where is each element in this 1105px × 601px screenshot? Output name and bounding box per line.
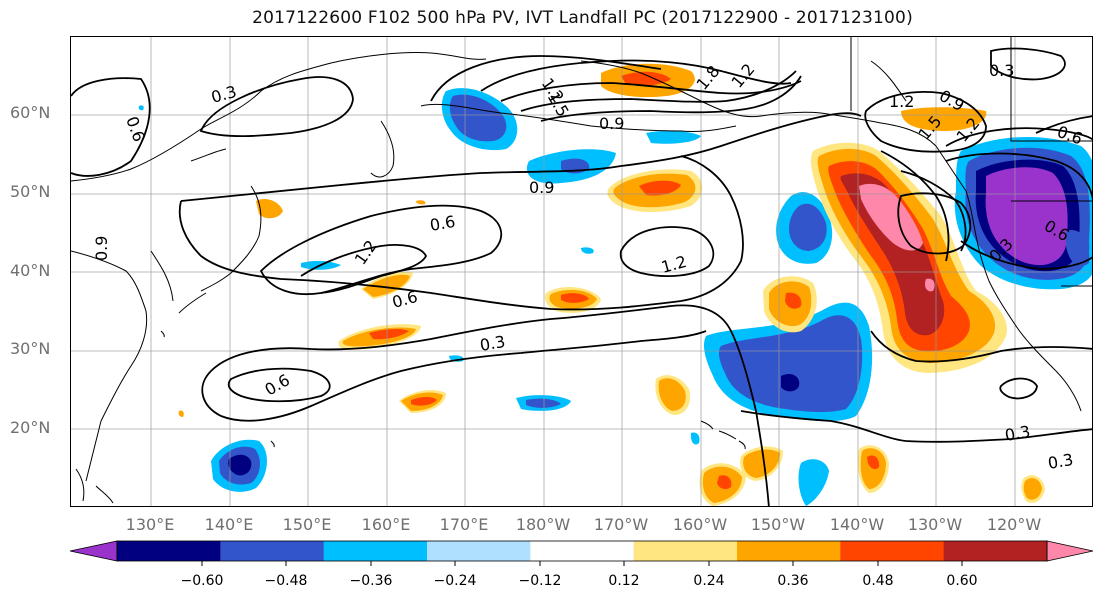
negative-anomaly-fills	[138, 88, 1092, 506]
contour-label: 0.9	[529, 178, 554, 197]
lat-label-50n: 50°N	[10, 182, 51, 201]
colorbar-segment	[220, 541, 325, 561]
colorbar-segment	[427, 541, 531, 561]
lon-label-160e: 160°E	[361, 515, 411, 534]
coastlines	[71, 37, 1092, 504]
colorbar-ticks	[201, 561, 963, 566]
colorbar-segment	[943, 541, 1048, 561]
contour-label: 0.3	[989, 61, 1014, 80]
map-canvas: 0.3 0.6 0.9 1.2 1.5 1.8 1.2 0.9 1.2 0.9 …	[71, 37, 1092, 506]
colorbar-tick-label: 0.24	[693, 573, 725, 589]
contour-label: 0.6	[262, 370, 294, 399]
lon-label-170w: 170°W	[593, 515, 649, 534]
lon-label-180w: 180°W	[515, 515, 571, 534]
colorbar-segment	[633, 541, 738, 561]
contour-label: 0.3	[209, 82, 239, 107]
colorbar-tick-label: 0.48	[862, 573, 894, 589]
colorbar-tick-label: 0.36	[777, 573, 809, 589]
positive-anomaly-fills	[178, 63, 1045, 506]
colorbar-tick-label: −0.12	[518, 573, 562, 589]
colorbar-outline	[116, 540, 1048, 562]
colorbar-tick-label: −0.48	[264, 573, 308, 589]
contour-label: 0.3	[1003, 422, 1031, 445]
colorbar-extend-low	[69, 540, 118, 562]
colorbar-segment	[840, 541, 945, 561]
lon-label-130e: 130°E	[125, 515, 175, 534]
lon-label-150e: 150°E	[282, 515, 332, 534]
contour-label: 1.2	[889, 92, 914, 111]
contour-label: 0.6	[122, 114, 149, 144]
lon-label-150w: 150°W	[750, 515, 806, 534]
colorbar-segment	[737, 541, 841, 561]
lat-label-40n: 40°N	[10, 261, 51, 280]
colorbar-tick-label: −0.36	[349, 573, 393, 589]
contour-label: 0.3	[1046, 450, 1074, 473]
lon-label-130w: 130°W	[907, 515, 963, 534]
contour-label: 1.2	[351, 237, 381, 269]
colorbar-extend-high	[1046, 540, 1094, 562]
colorbar-segment	[323, 541, 428, 561]
lon-label-170e: 170°E	[439, 515, 489, 534]
contour-label: 0.9	[92, 236, 111, 261]
contour-label: 0.6	[428, 212, 456, 235]
colorbar-segments	[69, 540, 1094, 562]
colorbar-segment	[117, 541, 221, 561]
lat-label-20n: 20°N	[10, 418, 51, 437]
map-panel: 0.3 0.6 0.9 1.2 1.5 1.8 1.2 0.9 1.2 0.9 …	[70, 36, 1093, 507]
map-title: 2017122600 F102 500 hPa PV, IVT Landfall…	[252, 8, 913, 28]
pv-contours	[71, 47, 1092, 506]
lat-label-60n: 60°N	[10, 103, 51, 122]
lon-label-140w: 140°W	[829, 515, 885, 534]
contour-label: 0.3	[478, 332, 506, 355]
lon-label-120w: 120°W	[986, 515, 1042, 534]
colorbar-tick-label: 0.60	[946, 573, 978, 589]
lon-label-160w: 160°W	[672, 515, 728, 534]
lon-label-140e: 140°E	[204, 515, 254, 534]
colorbar-tick-label: 0.12	[608, 573, 640, 589]
colorbar-tick-label: −0.24	[433, 573, 477, 589]
colorbar-segment	[530, 541, 635, 561]
lat-label-30n: 30°N	[10, 339, 51, 358]
contour-label: 0.9	[599, 114, 624, 133]
contour-label: 1.2	[728, 60, 759, 92]
contour-label: 1.2	[659, 252, 689, 277]
colorbar-tick-label: −0.60	[180, 573, 224, 589]
